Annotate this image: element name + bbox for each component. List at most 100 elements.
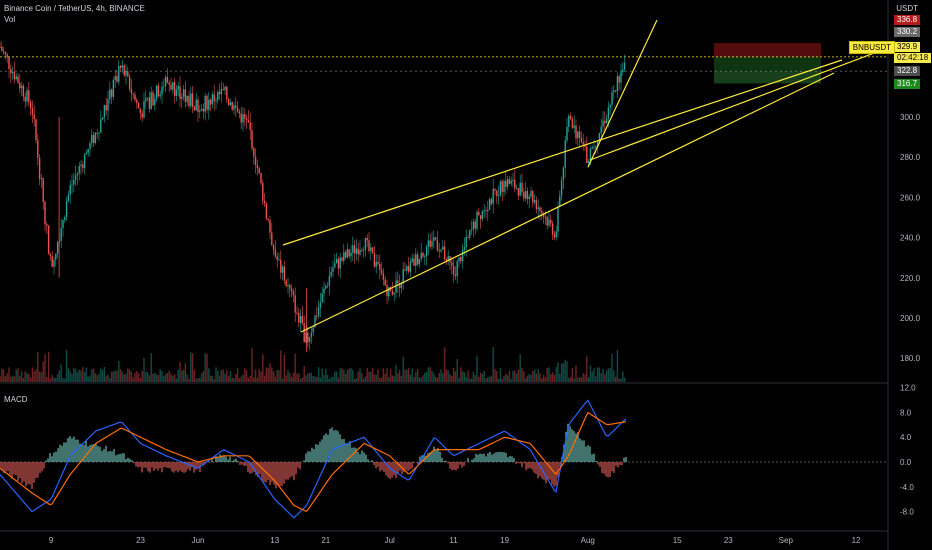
volume-bar bbox=[469, 378, 471, 382]
candle-body bbox=[62, 220, 64, 229]
volume-bar bbox=[78, 369, 80, 382]
candle-body bbox=[141, 113, 143, 118]
candle-body bbox=[276, 256, 278, 260]
volume-bar bbox=[253, 377, 255, 382]
candle-body bbox=[80, 164, 82, 166]
histogram-bar bbox=[247, 462, 249, 473]
histogram-bar bbox=[621, 462, 623, 466]
volume-bar bbox=[485, 378, 487, 382]
candle-body bbox=[209, 99, 212, 105]
candle-body bbox=[215, 100, 217, 102]
candle-body bbox=[393, 292, 395, 295]
volume-bar bbox=[222, 369, 224, 382]
candle-body bbox=[152, 92, 154, 106]
volume-bar bbox=[532, 371, 534, 382]
volume-bar bbox=[100, 368, 102, 382]
volume-bar bbox=[524, 378, 527, 382]
histogram-bar bbox=[603, 462, 605, 474]
candle-body bbox=[168, 82, 170, 85]
histogram-bar bbox=[389, 462, 391, 480]
histogram-bar bbox=[437, 448, 439, 462]
histogram-bar bbox=[303, 460, 305, 462]
candle-body bbox=[226, 86, 228, 100]
candle-body bbox=[427, 240, 430, 247]
histogram-bar bbox=[611, 462, 613, 472]
histogram-bar bbox=[607, 462, 609, 478]
volume-bar bbox=[366, 368, 368, 382]
histogram-bar bbox=[47, 458, 49, 462]
volume-bar bbox=[191, 353, 194, 382]
volume-bar bbox=[582, 373, 584, 382]
price-tick: 200.0 bbox=[900, 314, 921, 323]
histogram-bar bbox=[379, 462, 381, 472]
histogram-bar bbox=[393, 462, 395, 476]
candle-body bbox=[53, 259, 55, 267]
candle-body bbox=[49, 254, 52, 257]
candle-body bbox=[422, 252, 424, 257]
histogram-bar bbox=[589, 446, 591, 462]
candle-body bbox=[278, 259, 280, 261]
macd-label: MACD bbox=[4, 395, 28, 404]
histogram-bar bbox=[309, 451, 311, 462]
candle-body bbox=[361, 250, 363, 251]
volume-bar bbox=[413, 376, 415, 382]
volume-bar bbox=[431, 370, 433, 382]
volume-bar bbox=[251, 348, 253, 382]
price-tick: 220.0 bbox=[900, 274, 921, 283]
volume-bar bbox=[109, 377, 111, 382]
candle-body bbox=[337, 258, 340, 269]
histogram-bar bbox=[33, 462, 35, 483]
time-label: 11 bbox=[449, 536, 458, 545]
candle-body bbox=[433, 237, 435, 241]
candle-body bbox=[521, 182, 523, 193]
volume-bar bbox=[616, 350, 619, 382]
candle-body bbox=[559, 195, 561, 207]
histogram-bar bbox=[367, 459, 369, 462]
candle-body bbox=[55, 253, 57, 260]
histogram-bar bbox=[0, 462, 1, 469]
candle-body bbox=[424, 256, 426, 257]
candle-body bbox=[388, 287, 390, 297]
volume-bar bbox=[584, 374, 586, 382]
candle-body bbox=[479, 215, 482, 220]
volume-bar bbox=[46, 376, 48, 382]
candle-body bbox=[443, 246, 446, 259]
histogram-bar bbox=[537, 462, 539, 479]
candle-body bbox=[544, 216, 547, 218]
candle-body bbox=[317, 307, 320, 317]
volume-bar bbox=[186, 374, 188, 382]
time-label: Jun bbox=[192, 536, 205, 545]
candle-body bbox=[186, 95, 188, 102]
volume-bar bbox=[451, 376, 453, 382]
volume-bar bbox=[6, 373, 8, 382]
histogram-bar bbox=[153, 462, 155, 471]
ticker-badge[interactable]: BNBUSDT bbox=[848, 41, 895, 54]
histogram-bar bbox=[267, 462, 269, 481]
volume-bar bbox=[96, 375, 98, 382]
volume-bar bbox=[605, 370, 608, 382]
candle-body bbox=[206, 95, 208, 110]
candle-body bbox=[463, 247, 466, 251]
histogram-bar bbox=[103, 449, 105, 462]
volume-bar bbox=[150, 353, 152, 382]
trendline bbox=[589, 45, 894, 161]
volume-bar bbox=[386, 368, 388, 382]
entry-tag: 322.8 bbox=[894, 66, 921, 76]
volume-bar bbox=[110, 371, 113, 382]
volume-bar bbox=[470, 378, 473, 382]
volume-bar bbox=[393, 375, 395, 382]
candle-body bbox=[47, 225, 50, 255]
histogram-bar bbox=[337, 431, 339, 462]
histogram-bar bbox=[227, 459, 229, 462]
volume-bar bbox=[346, 369, 349, 382]
volume-bar bbox=[341, 367, 343, 382]
candle-body bbox=[362, 249, 365, 251]
histogram-bar bbox=[279, 462, 281, 487]
candle-body bbox=[472, 221, 475, 230]
candle-body bbox=[389, 287, 392, 292]
volume-bar bbox=[506, 375, 509, 382]
volume-bar bbox=[454, 371, 457, 382]
histogram-bar bbox=[543, 462, 545, 481]
volume-bar bbox=[168, 370, 170, 382]
